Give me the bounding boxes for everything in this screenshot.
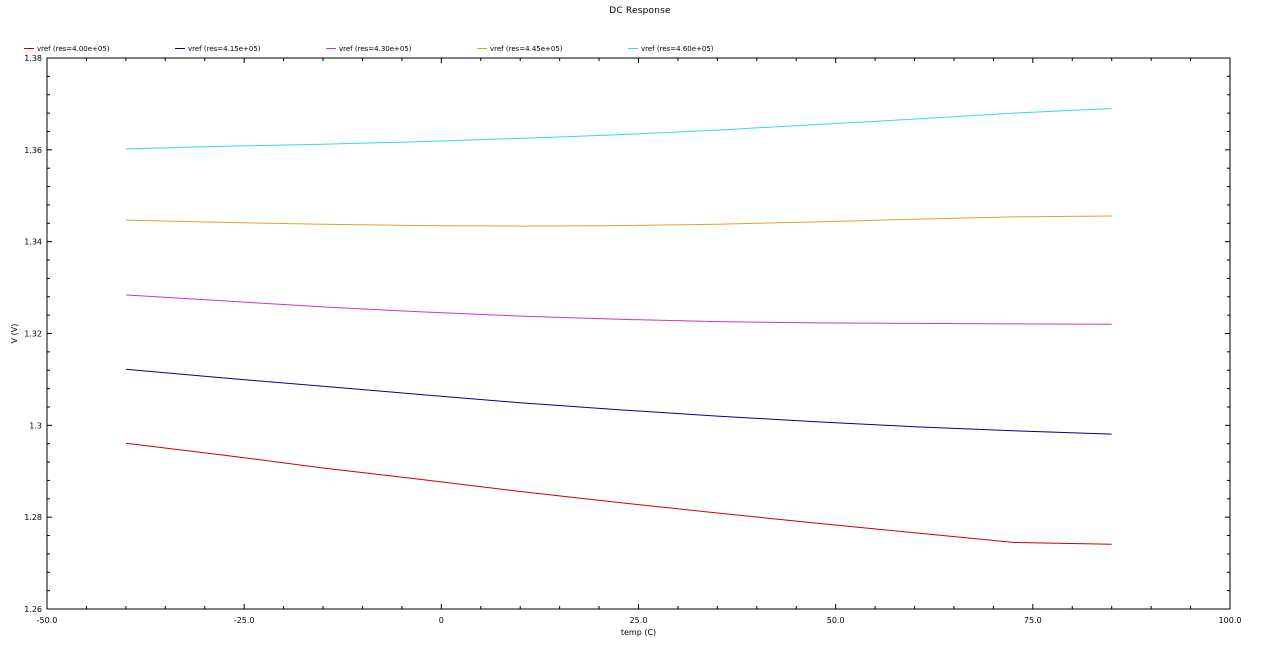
y-tick-label: 1.32 bbox=[24, 330, 42, 339]
plot-frame bbox=[46, 57, 1231, 610]
legend-swatch bbox=[477, 47, 487, 49]
legend-label: vref (res=4.45e+05) bbox=[490, 45, 563, 53]
x-tick-label: 50.0 bbox=[827, 616, 845, 625]
x-tick-label: 0 bbox=[439, 616, 444, 625]
legend-label: vref (res=4.30e+05) bbox=[339, 45, 412, 53]
x-tick-label: 25.0 bbox=[630, 616, 648, 625]
y-tick-label: 1.38 bbox=[24, 54, 42, 63]
x-tick-label: -25.0 bbox=[234, 616, 255, 625]
legend-item-3: vref (res=4.30e+05) bbox=[326, 44, 412, 54]
series-line-1 bbox=[125, 442, 1112, 545]
legend-label: vref (res=4.00e+05) bbox=[37, 45, 110, 53]
legend-item-5: vref (res=4.60e+05) bbox=[628, 44, 714, 54]
x-axis-label: temp (C) bbox=[621, 628, 656, 637]
legend-swatch bbox=[326, 47, 336, 49]
legend-swatch bbox=[628, 47, 638, 49]
legend-label: vref (res=4.60e+05) bbox=[641, 45, 714, 53]
x-tick-label: 100.0 bbox=[1219, 616, 1242, 625]
series-line-5 bbox=[125, 108, 1112, 150]
series-line-4 bbox=[125, 215, 1112, 227]
y-tick-label: 1.28 bbox=[24, 513, 42, 522]
x-tick-label: -50.0 bbox=[37, 616, 58, 625]
y-tick-label: 1.36 bbox=[24, 146, 42, 155]
y-tick-label: 1.34 bbox=[24, 238, 42, 247]
series-line-3 bbox=[125, 294, 1112, 325]
y-axis-label: V (V) bbox=[10, 324, 19, 344]
legend-label: vref (res=4.15e+05) bbox=[188, 45, 261, 53]
series-line-2 bbox=[125, 368, 1112, 435]
legend-item-4: vref (res=4.45e+05) bbox=[477, 44, 563, 54]
y-tick-label: 1.26 bbox=[24, 605, 42, 614]
x-tick-label: 75.0 bbox=[1024, 616, 1042, 625]
legend-item-1: vref (res=4.00e+05) bbox=[24, 44, 110, 54]
y-tick-label: 1.3 bbox=[29, 421, 42, 430]
chart-title: DC Response bbox=[609, 6, 671, 16]
legend-item-2: vref (res=4.15e+05) bbox=[175, 44, 261, 54]
legend-swatch bbox=[24, 47, 34, 49]
legend-swatch bbox=[175, 47, 185, 49]
